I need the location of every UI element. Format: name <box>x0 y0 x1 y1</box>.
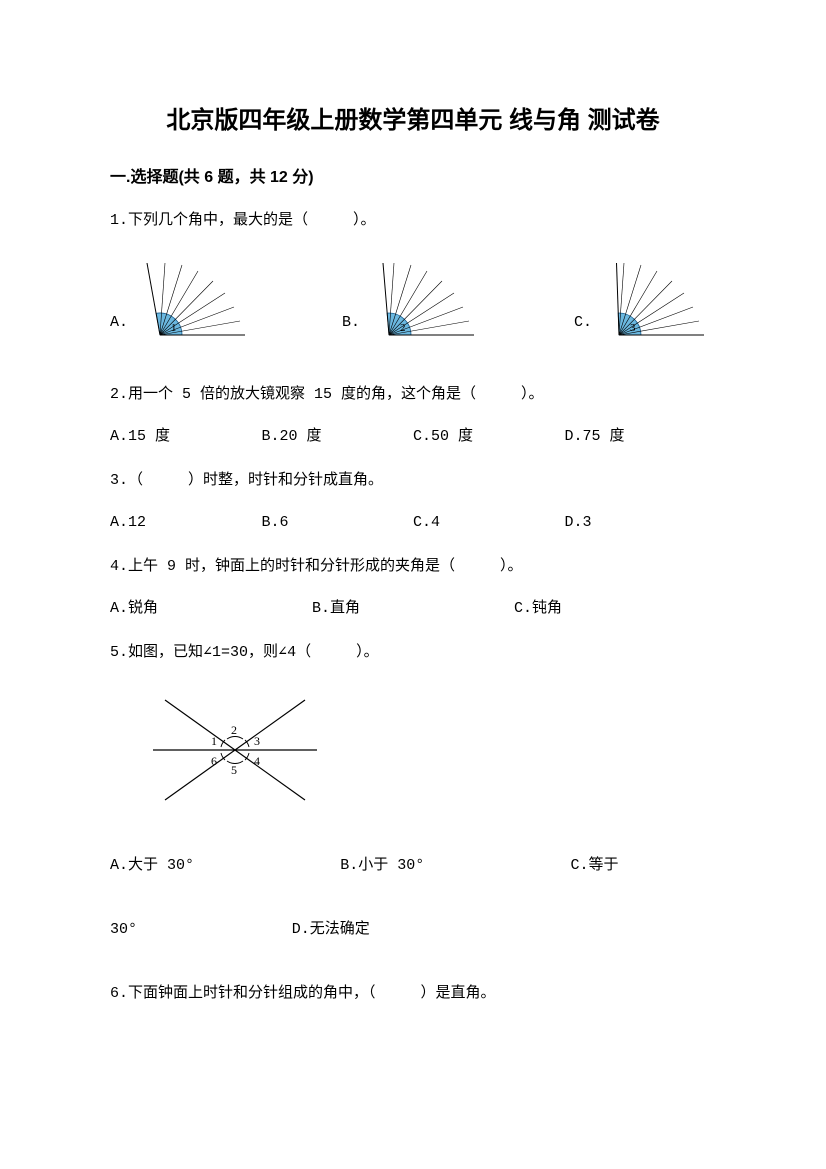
question-5: 5.如图，已知∠1=30，则∠4（ ）。 1 2 3 4 5 <box>110 641 716 942</box>
q3-text: 3.（ ）时整，时针和分针成直角。 <box>110 469 716 493</box>
q3-opt-a: A.12 <box>110 511 262 535</box>
q6-text: 6.下面钟面上时针和分针组成的角中，（ ）是直角。 <box>110 982 716 1006</box>
svg-text:1: 1 <box>211 734 217 748</box>
q3-opt-b: B.6 <box>262 511 414 535</box>
q4-opt-b: B.直角 <box>312 597 514 621</box>
svg-text:3: 3 <box>254 734 260 748</box>
q5-opt-c: C.等于 <box>571 854 716 878</box>
svg-text:6: 6 <box>211 754 217 768</box>
fan-num-3: 3 <box>630 322 636 334</box>
q1-text: 1.下列几个角中，最大的是（ ）。 <box>110 209 716 233</box>
fan-num-1: 1 <box>171 322 177 334</box>
fan-icon-a: 1 <box>132 263 252 343</box>
q4-opt-c: C.钝角 <box>514 597 716 621</box>
q5-opt-c2: 30° <box>110 918 292 942</box>
q2-opt-a: A.15 度 <box>110 425 262 449</box>
section-header: 一.选择题(共 6 题，共 12 分) <box>110 163 716 187</box>
q2-text: 2.用一个 5 倍的放大镜观察 15 度的角，这个角是（ ）。 <box>110 383 716 407</box>
question-3: 3.（ ）时整，时针和分针成直角。 A.12 B.6 C.4 D.3 <box>110 469 716 535</box>
q5-text: 5.如图，已知∠1=30，则∠4（ ）。 <box>110 641 716 665</box>
q3-opt-c: C.4 <box>413 511 565 535</box>
fan-icon-b: 2 <box>364 263 484 343</box>
fan-icon-c: 3 <box>596 263 716 343</box>
question-4: 4.上午 9 时，钟面上的时针和分针形成的夹角是（ ）。 A.锐角 B.直角 C… <box>110 555 716 621</box>
q1-option-c: C. 3 <box>574 263 716 343</box>
fan-num-2: 2 <box>400 322 406 334</box>
question-6: 6.下面钟面上时针和分针组成的角中，（ ）是直角。 <box>110 982 716 1006</box>
q2-opt-d: D.75 度 <box>565 425 717 449</box>
svg-text:2: 2 <box>231 723 237 737</box>
q5-opt-b: B.小于 30° <box>340 854 570 878</box>
q4-text: 4.上午 9 时，钟面上的时针和分针形成的夹角是（ ）。 <box>110 555 716 579</box>
svg-text:5: 5 <box>231 763 237 777</box>
question-1: 1.下列几个角中，最大的是（ ）。 A. 1 <box>110 209 716 343</box>
angle-diagram: 1 2 3 4 5 6 <box>150 695 716 814</box>
q1-label-c: C. <box>574 311 592 335</box>
q5-opt-a: A.大于 30° <box>110 854 340 878</box>
q1-option-a: A. 1 <box>110 263 252 343</box>
q1-option-b: B. 2 <box>342 263 484 343</box>
question-2: 2.用一个 5 倍的放大镜观察 15 度的角，这个角是（ ）。 A.15 度 B… <box>110 383 716 449</box>
q1-label-a: A. <box>110 311 128 335</box>
q5-opt-d: D.无法确定 <box>292 918 716 942</box>
q2-opt-b: B.20 度 <box>262 425 414 449</box>
q1-label-b: B. <box>342 311 360 335</box>
page-title: 北京版四年级上册数学第四单元 线与角 测试卷 <box>110 100 716 135</box>
svg-text:4: 4 <box>254 754 260 768</box>
q2-opt-c: C.50 度 <box>413 425 565 449</box>
q3-opt-d: D.3 <box>565 511 717 535</box>
q4-opt-a: A.锐角 <box>110 597 312 621</box>
